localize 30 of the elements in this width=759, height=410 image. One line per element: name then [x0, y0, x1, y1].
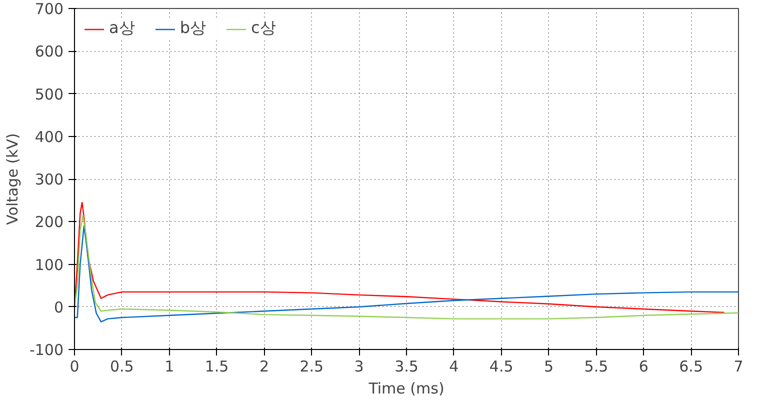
- x-axis-title: Time (ms): [368, 380, 444, 398]
- y-tick-label: 600: [34, 42, 64, 61]
- legend-label: b상: [180, 18, 206, 39]
- x-tick-label: 1.5: [204, 358, 229, 376]
- y-tick-label: 400: [34, 128, 64, 146]
- y-tick-label: 500: [34, 85, 64, 104]
- legend-label: c상: [250, 18, 276, 39]
- y-tick-label: 200: [34, 213, 64, 232]
- y-tick-label: 0: [54, 298, 64, 316]
- x-tick-label: 0.5: [110, 358, 134, 376]
- x-tick-label: 1: [164, 358, 174, 376]
- x-tick-label: 2.5: [300, 358, 324, 376]
- x-tick-label: 0: [70, 358, 80, 376]
- y-axis-title: Voltage (kV): [3, 133, 22, 225]
- x-tick-label: 4: [449, 358, 459, 376]
- x-tick-label: 4.5: [489, 358, 514, 376]
- x-tick-label: 3.5: [394, 358, 418, 376]
- y-tick-label: 700: [34, 0, 64, 18]
- x-tick-label: 5: [544, 358, 554, 376]
- line-series: [74, 202, 725, 314]
- y-tick-label: 300: [34, 170, 64, 188]
- x-tick-label: 2: [259, 358, 269, 376]
- x-tick-label: 6.5: [679, 358, 704, 376]
- x-tick-label: 5.5: [584, 358, 608, 376]
- y-tick-label: -100: [29, 341, 64, 359]
- x-tick-label: 6: [638, 358, 648, 376]
- legend-label: a상: [109, 18, 135, 39]
- x-tick-label: 3: [354, 358, 364, 376]
- x-tick-label: 7: [734, 358, 744, 376]
- y-tick-label: 100: [34, 256, 64, 274]
